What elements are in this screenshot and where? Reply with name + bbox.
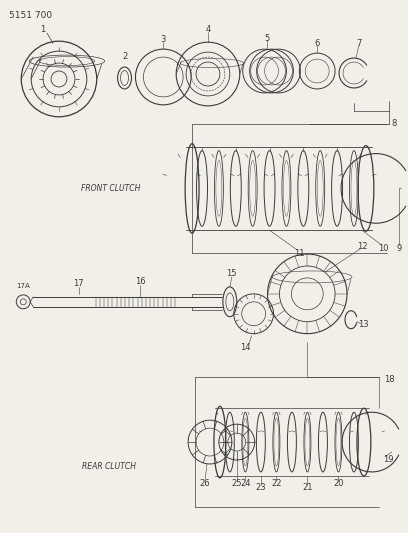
Text: 13: 13 (359, 320, 369, 329)
Text: 18: 18 (384, 375, 395, 384)
Text: 10: 10 (379, 244, 389, 253)
Text: 4: 4 (205, 25, 211, 34)
Text: 17: 17 (73, 279, 84, 288)
Text: 7: 7 (356, 39, 361, 47)
Text: 12: 12 (357, 241, 367, 251)
Text: 17A: 17A (16, 283, 30, 289)
Text: 5: 5 (264, 34, 269, 43)
Text: 19: 19 (384, 456, 394, 464)
Text: 15: 15 (226, 270, 237, 278)
Text: 23: 23 (255, 483, 266, 492)
Text: 8: 8 (392, 119, 397, 128)
Text: 22: 22 (271, 479, 282, 488)
Text: 20: 20 (333, 479, 344, 488)
Text: 6: 6 (315, 39, 320, 47)
Text: 16: 16 (135, 277, 146, 286)
Text: REAR CLUTCH: REAR CLUTCH (82, 463, 135, 472)
Text: 14: 14 (240, 343, 251, 352)
Text: 9: 9 (396, 244, 401, 253)
Text: 21: 21 (302, 483, 313, 492)
Text: FRONT CLUTCH: FRONT CLUTCH (81, 184, 140, 193)
Text: 3: 3 (161, 35, 166, 44)
Text: 11: 11 (294, 248, 305, 257)
Text: 1: 1 (40, 25, 46, 34)
Text: 5151 700: 5151 700 (9, 11, 53, 20)
Text: 26: 26 (200, 479, 210, 488)
Text: 25: 25 (231, 479, 242, 488)
Text: 2: 2 (122, 52, 127, 61)
Text: 24: 24 (240, 479, 251, 488)
